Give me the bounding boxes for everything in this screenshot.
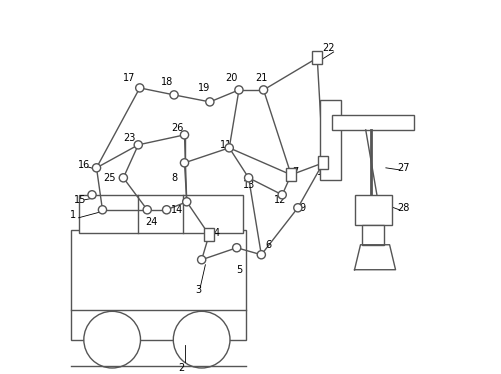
Polygon shape xyxy=(355,245,396,270)
Text: 2: 2 xyxy=(178,363,185,373)
Text: 17: 17 xyxy=(123,73,135,83)
Text: 25: 25 xyxy=(104,173,116,183)
Text: 7: 7 xyxy=(292,167,298,177)
Text: 4: 4 xyxy=(213,228,219,238)
Text: 27: 27 xyxy=(397,163,409,173)
Text: 26: 26 xyxy=(171,123,183,133)
Circle shape xyxy=(173,311,230,368)
Bar xyxy=(71,230,246,340)
Circle shape xyxy=(206,98,214,106)
Text: 15: 15 xyxy=(74,195,86,205)
Text: 20: 20 xyxy=(225,73,237,83)
Text: 12: 12 xyxy=(274,195,286,205)
Text: 14: 14 xyxy=(171,205,183,215)
Circle shape xyxy=(278,191,286,199)
Circle shape xyxy=(197,256,206,264)
Bar xyxy=(313,52,322,64)
Circle shape xyxy=(257,251,266,259)
Circle shape xyxy=(98,206,107,214)
Bar xyxy=(318,156,328,169)
Text: 11: 11 xyxy=(220,140,232,150)
Text: 13: 13 xyxy=(242,180,255,190)
Circle shape xyxy=(143,206,151,214)
Text: 5: 5 xyxy=(236,265,242,275)
Circle shape xyxy=(136,84,144,92)
Bar xyxy=(362,225,384,245)
Circle shape xyxy=(225,144,233,152)
Text: 8: 8 xyxy=(171,173,177,183)
Circle shape xyxy=(134,141,142,149)
Text: 10: 10 xyxy=(317,167,329,177)
Circle shape xyxy=(84,311,140,368)
Text: 22: 22 xyxy=(322,43,335,53)
Circle shape xyxy=(232,243,241,252)
Text: 16: 16 xyxy=(79,160,91,170)
Circle shape xyxy=(162,206,171,214)
Bar xyxy=(355,195,392,225)
Circle shape xyxy=(244,174,253,182)
Circle shape xyxy=(260,86,268,94)
Circle shape xyxy=(88,191,96,199)
Bar xyxy=(79,195,242,233)
Text: 21: 21 xyxy=(255,73,268,83)
Text: 3: 3 xyxy=(195,285,201,295)
Text: 23: 23 xyxy=(123,133,135,143)
Text: 28: 28 xyxy=(397,203,409,213)
Circle shape xyxy=(294,204,302,212)
Bar xyxy=(286,168,296,181)
Text: 19: 19 xyxy=(198,83,210,93)
Circle shape xyxy=(92,164,101,172)
Text: 6: 6 xyxy=(266,240,272,250)
Bar xyxy=(332,115,414,130)
Circle shape xyxy=(235,86,243,94)
Text: 1: 1 xyxy=(70,210,76,220)
Text: 9: 9 xyxy=(299,203,306,213)
Bar xyxy=(204,228,214,241)
Text: 18: 18 xyxy=(160,77,173,87)
Circle shape xyxy=(170,91,178,99)
Bar xyxy=(320,100,341,180)
Circle shape xyxy=(180,159,188,167)
Circle shape xyxy=(119,174,127,182)
Circle shape xyxy=(180,131,188,139)
Circle shape xyxy=(183,198,191,206)
Text: 24: 24 xyxy=(145,217,158,227)
